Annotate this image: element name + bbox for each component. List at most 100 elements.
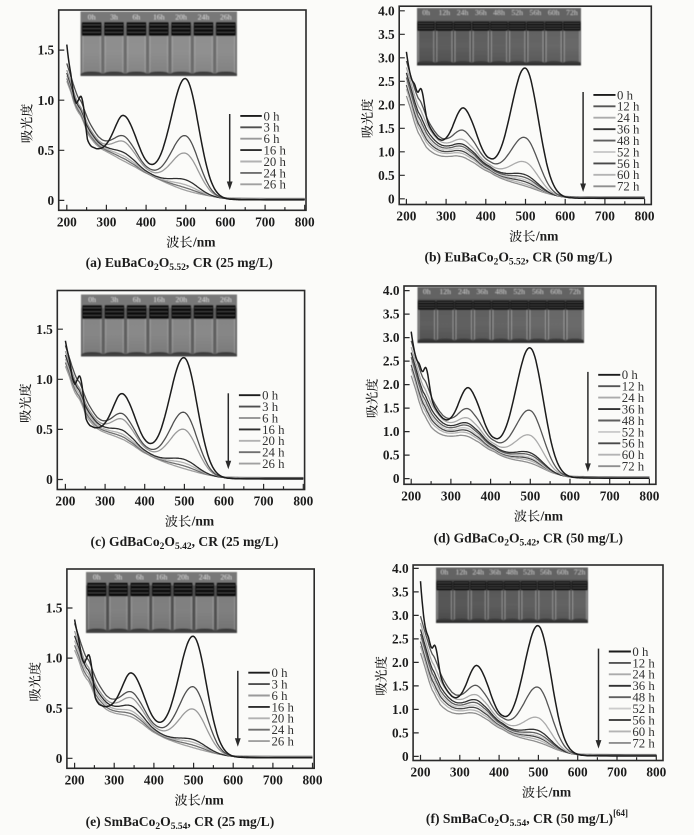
svg-text:26 h: 26 h xyxy=(262,457,285,471)
svg-text:200: 200 xyxy=(55,494,75,509)
svg-text:72h: 72h xyxy=(569,287,581,296)
svg-text:1.5: 1.5 xyxy=(378,121,395,136)
svg-text:700: 700 xyxy=(607,765,627,780)
svg-text:0h: 0h xyxy=(441,567,449,576)
svg-text:60h: 60h xyxy=(548,8,560,17)
svg-text:24 h: 24 h xyxy=(632,668,655,682)
svg-text:6 h: 6 h xyxy=(272,689,289,703)
svg-text:48 h: 48 h xyxy=(622,414,645,428)
svg-text:0h: 0h xyxy=(93,573,101,582)
svg-text:0.5: 0.5 xyxy=(392,726,409,741)
svg-text:0.5: 0.5 xyxy=(46,701,63,716)
svg-text:16h: 16h xyxy=(153,295,165,304)
svg-text:0.5: 0.5 xyxy=(36,422,53,437)
svg-text:20 h: 20 h xyxy=(262,434,285,448)
svg-text:36h: 36h xyxy=(475,8,487,17)
svg-text:20h: 20h xyxy=(175,13,187,22)
svg-text:0h: 0h xyxy=(88,13,96,22)
svg-text:1.5: 1.5 xyxy=(46,601,63,616)
svg-text:500: 500 xyxy=(528,765,548,780)
svg-text:36 h: 36 h xyxy=(617,123,640,137)
svg-text:300: 300 xyxy=(95,494,115,509)
svg-text:0 h: 0 h xyxy=(272,666,289,680)
svg-text:48h: 48h xyxy=(495,287,507,296)
svg-text:800: 800 xyxy=(295,215,315,230)
svg-text:0 h: 0 h xyxy=(622,368,639,382)
svg-text:48h: 48h xyxy=(493,8,505,17)
svg-text:600: 600 xyxy=(215,215,235,230)
svg-text:800: 800 xyxy=(635,209,655,224)
svg-text:600: 600 xyxy=(568,765,588,780)
svg-text:26 h: 26 h xyxy=(272,735,295,749)
svg-text:300: 300 xyxy=(450,765,470,780)
svg-text:/nm: /nm xyxy=(192,235,216,250)
svg-text:52 h: 52 h xyxy=(617,145,640,159)
svg-text:700: 700 xyxy=(600,489,620,504)
svg-text:700: 700 xyxy=(595,209,615,224)
svg-text:3 h: 3 h xyxy=(264,121,281,135)
svg-text:800: 800 xyxy=(303,773,323,788)
svg-text:56h: 56h xyxy=(532,287,544,296)
svg-text:24h: 24h xyxy=(457,8,469,17)
svg-text:(f) SmBaCo2O5.54, CR (50 mg/L): (f) SmBaCo2O5.54, CR (50 mg/L)[64] xyxy=(426,808,628,829)
svg-text:12 h: 12 h xyxy=(622,380,645,394)
svg-text:3.5: 3.5 xyxy=(378,27,395,42)
svg-text:3 h: 3 h xyxy=(262,400,279,414)
svg-text:/nm: /nm xyxy=(200,793,224,808)
svg-text:52 h: 52 h xyxy=(632,702,655,716)
svg-text:3h: 3h xyxy=(110,13,118,22)
svg-text:1.5: 1.5 xyxy=(392,679,409,694)
svg-text:(b) EuBaCo2O5.52, CR (50 mg/L): (b) EuBaCo2O5.52, CR (50 mg/L) xyxy=(424,249,612,267)
svg-text:2.5: 2.5 xyxy=(383,354,400,369)
svg-text:0.5: 0.5 xyxy=(38,143,55,158)
svg-text:0 h: 0 h xyxy=(264,109,281,123)
svg-text:20 h: 20 h xyxy=(272,712,295,726)
svg-text:500: 500 xyxy=(176,215,196,230)
svg-text:300: 300 xyxy=(441,489,461,504)
svg-text:/nm: /nm xyxy=(535,229,559,244)
svg-text:24 h: 24 h xyxy=(617,111,640,125)
svg-text:300: 300 xyxy=(96,215,116,230)
svg-text:16h: 16h xyxy=(153,13,165,22)
svg-text:500: 500 xyxy=(516,209,536,224)
svg-text:800: 800 xyxy=(639,489,659,504)
svg-text:72 h: 72 h xyxy=(622,460,645,474)
svg-text:24h: 24h xyxy=(458,287,470,296)
svg-text:60 h: 60 h xyxy=(622,448,645,462)
svg-text:1.5: 1.5 xyxy=(383,401,400,416)
svg-text:(c) GdBaCo2O5.42, CR (25 mg/L): (c) GdBaCo2O5.42, CR (25 mg/L) xyxy=(91,534,279,552)
svg-text:400: 400 xyxy=(136,215,156,230)
svg-text:0: 0 xyxy=(393,471,400,486)
svg-text:72 h: 72 h xyxy=(632,736,655,750)
svg-text:24 h: 24 h xyxy=(622,391,645,405)
svg-text:72h: 72h xyxy=(566,8,578,17)
svg-text:24h: 24h xyxy=(198,295,210,304)
svg-text:600: 600 xyxy=(555,209,575,224)
svg-text:52h: 52h xyxy=(513,287,525,296)
svg-text:24h: 24h xyxy=(472,567,484,576)
svg-text:72h: 72h xyxy=(574,567,586,576)
svg-text:72 h: 72 h xyxy=(617,180,640,194)
svg-text:16 h: 16 h xyxy=(262,423,285,437)
svg-text:300: 300 xyxy=(436,209,456,224)
svg-text:0.5: 0.5 xyxy=(378,168,395,183)
svg-text:12h: 12h xyxy=(438,8,450,17)
svg-text:56 h: 56 h xyxy=(632,713,655,727)
svg-text:800: 800 xyxy=(646,765,666,780)
svg-text:3 h: 3 h xyxy=(272,678,289,692)
svg-text:0: 0 xyxy=(48,193,55,208)
svg-text:24 h: 24 h xyxy=(272,723,295,737)
svg-text:16h: 16h xyxy=(156,573,168,582)
svg-text:0: 0 xyxy=(402,749,409,764)
svg-text:36h: 36h xyxy=(476,287,488,296)
svg-text:400: 400 xyxy=(481,489,501,504)
svg-text:60 h: 60 h xyxy=(617,168,640,182)
svg-text:12h: 12h xyxy=(439,287,451,296)
svg-text:52 h: 52 h xyxy=(622,425,645,439)
svg-text:200: 200 xyxy=(65,773,85,788)
svg-text:200: 200 xyxy=(396,209,416,224)
svg-text:400: 400 xyxy=(476,209,496,224)
svg-text:6 h: 6 h xyxy=(264,132,281,146)
svg-text:700: 700 xyxy=(263,773,283,788)
svg-text:0h: 0h xyxy=(422,8,430,17)
